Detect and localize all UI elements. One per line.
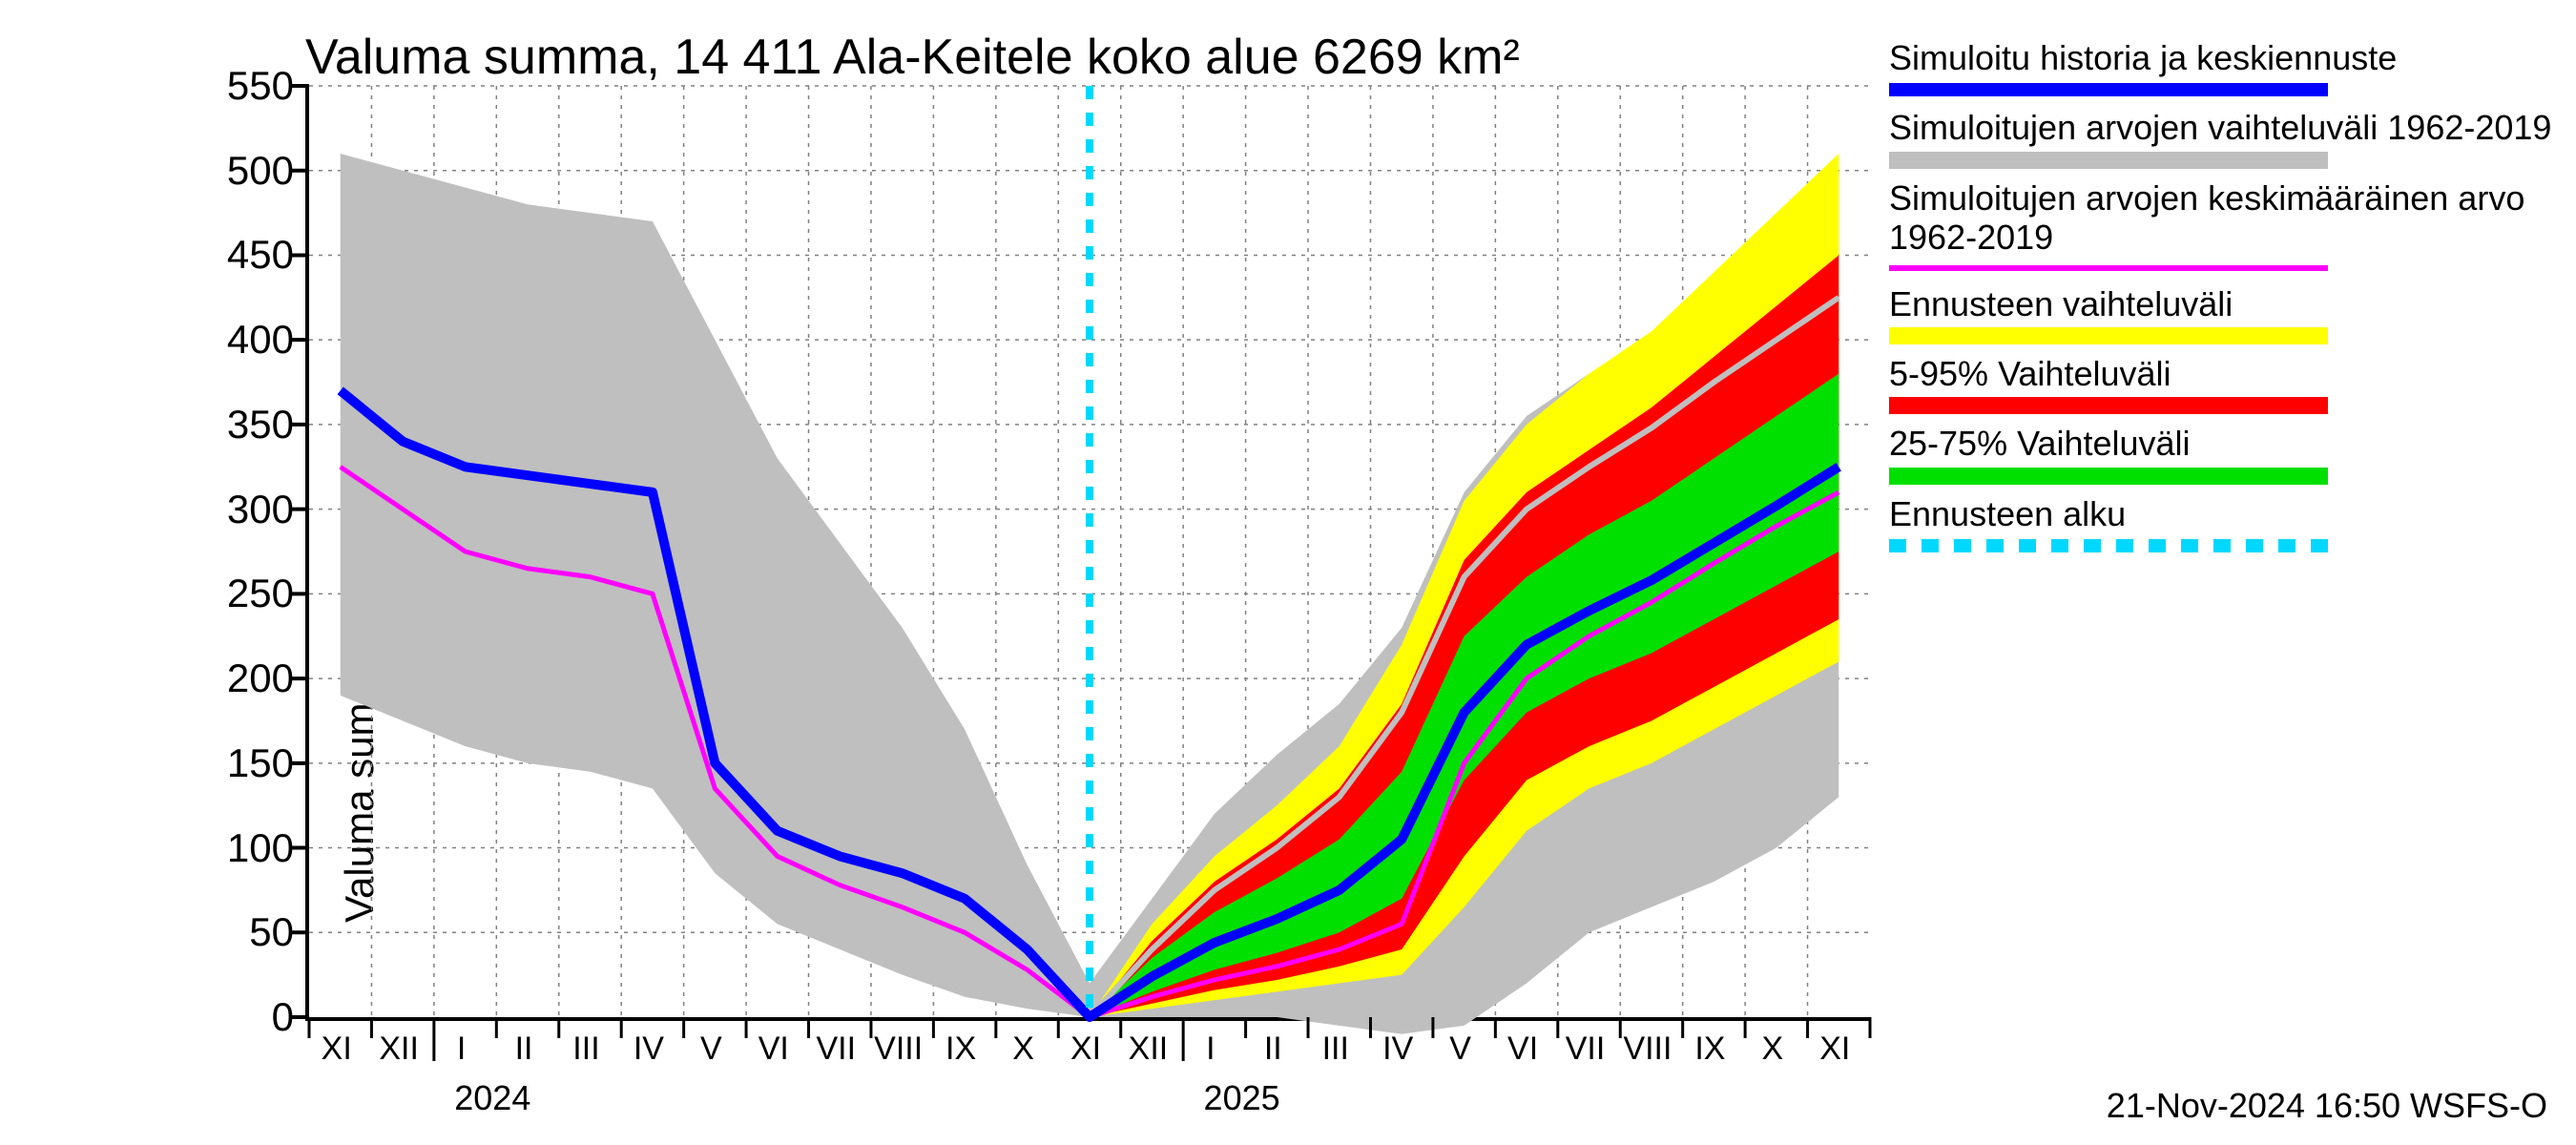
x-tick-month: IV	[634, 1030, 664, 1068]
legend-swatch	[1889, 468, 2328, 485]
legend-label: Simuloitujen arvojen vaihteluväli 1962-2…	[1889, 108, 2557, 147]
x-tick-year: 2024	[454, 1078, 530, 1118]
y-tick: 100	[198, 825, 294, 871]
legend-entry: 5-95% Vaihteluväli	[1889, 354, 2557, 414]
x-tick-month: VII	[816, 1030, 856, 1068]
x-tick-month: III	[1322, 1030, 1349, 1068]
x-tick-month: VI	[758, 1030, 789, 1068]
legend: Simuloitu historia ja keskiennuste Simulo…	[1889, 38, 2557, 564]
x-tick-month: VI	[1507, 1030, 1538, 1068]
y-tick: 250	[198, 571, 294, 616]
legend-entry: Simuloitu historia ja keskiennuste	[1889, 38, 2557, 96]
x-tick-month: IX	[1694, 1030, 1725, 1068]
legend-label: Ennusteen vaihteluväli	[1889, 284, 2557, 323]
legend-entry: Ennusteen vaihteluväli	[1889, 284, 2557, 344]
legend-entry: 25-75% Vaihteluväli	[1889, 424, 2557, 484]
chart-title: Valuma summa, 14 411 Ala-Keitele koko al…	[305, 29, 1520, 86]
y-tick: 450	[198, 232, 294, 278]
x-tick-month: I	[457, 1030, 466, 1068]
y-tick: 300	[198, 487, 294, 532]
legend-swatch	[1889, 327, 2328, 344]
x-tick-month: VIII	[1623, 1030, 1672, 1068]
x-tick-month: XII	[379, 1030, 419, 1068]
x-tick-month: VIII	[874, 1030, 923, 1068]
legend-label: 5-95% Vaihteluväli	[1889, 354, 2557, 393]
legend-swatch	[1889, 152, 2328, 169]
y-tick: 0	[198, 994, 294, 1040]
legend-entry: Simuloitujen arvojen keskimääräinen arvo…	[1889, 178, 2557, 271]
x-tick-month: I	[1206, 1030, 1215, 1068]
x-tick-month: X	[1012, 1030, 1034, 1068]
legend-swatch	[1889, 397, 2328, 414]
x-tick-month: XI	[1070, 1030, 1101, 1068]
x-tick-month: V	[1449, 1030, 1471, 1068]
y-tick: 400	[198, 317, 294, 363]
x-tick-month: III	[572, 1030, 599, 1068]
legend-line	[1889, 83, 2328, 96]
x-tick-month: VII	[1566, 1030, 1606, 1068]
x-tick-month: II	[1264, 1030, 1282, 1068]
legend-label: Ennusteen alku	[1889, 494, 2557, 533]
legend-label: Simuloitu historia ja keskiennuste	[1889, 38, 2557, 77]
y-tick: 50	[198, 909, 294, 955]
legend-label: 25-75% Vaihteluväli	[1889, 424, 2557, 463]
x-tick-month: IV	[1382, 1030, 1413, 1068]
legend-label: Simuloitujen arvojen keskimääräinen arvo…	[1889, 178, 2557, 258]
legend-line	[1889, 265, 2328, 271]
legend-entry: Ennusteen alku	[1889, 494, 2557, 552]
y-tick: 150	[198, 740, 294, 786]
timestamp-label: 21-Nov-2024 16:50 WSFS-O	[2107, 1086, 2547, 1126]
plot-area	[305, 86, 1870, 1021]
x-tick-month: X	[1761, 1030, 1783, 1068]
legend-dashed-line	[1889, 539, 2328, 552]
x-tick-month: II	[515, 1030, 533, 1068]
x-tick-year: 2025	[1204, 1078, 1280, 1118]
y-tick: 500	[198, 148, 294, 194]
x-tick-month: XI	[1819, 1030, 1850, 1068]
x-tick-month: XII	[1129, 1030, 1169, 1068]
y-tick: 200	[198, 656, 294, 701]
y-tick: 350	[198, 402, 294, 448]
legend-entry: Simuloitujen arvojen vaihteluväli 1962-2…	[1889, 108, 2557, 168]
chart-svg	[309, 86, 1870, 1017]
x-tick-month: V	[700, 1030, 722, 1068]
chart-container: Valuma summa / Cumulative runoff mm Valu…	[0, 0, 2576, 1145]
x-tick-month: XI	[322, 1030, 352, 1068]
x-tick-month: IX	[945, 1030, 976, 1068]
y-tick: 550	[198, 63, 294, 109]
